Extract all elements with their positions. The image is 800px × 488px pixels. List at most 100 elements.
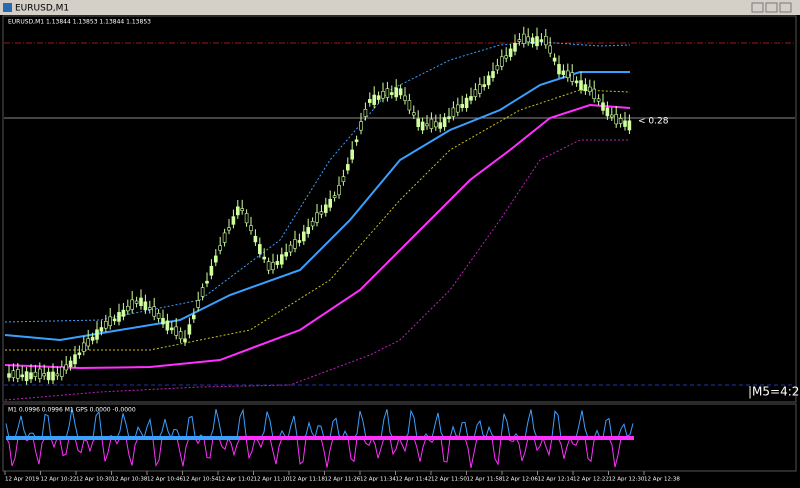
candle-body (11, 370, 16, 378)
time-label: 12 Apr 10:46 (147, 477, 183, 483)
chart-info: EURUSD,M1 1.13844 1.13853 1.13844 1.1385… (8, 19, 151, 26)
candle-body (332, 195, 337, 198)
candle-body (108, 316, 112, 326)
candle-body (367, 99, 372, 103)
time-label: 12 Apr 11:18 (289, 477, 325, 483)
candle-body (420, 121, 425, 131)
candle-body (200, 287, 205, 297)
candle-body (112, 318, 117, 322)
indicator-pane (2, 403, 797, 472)
time-label: 12 Apr 12:38 (644, 477, 680, 483)
candle-body (403, 95, 407, 101)
close-button[interactable] (779, 2, 792, 13)
candle-body (592, 88, 597, 99)
blue-ma (4, 71, 630, 342)
candle-body (174, 326, 178, 336)
candle-body (596, 98, 601, 102)
candle-body (398, 88, 403, 96)
magenta-ma (4, 103, 631, 370)
candle-body (341, 176, 346, 183)
candle-body (284, 252, 289, 257)
candle-body (614, 114, 619, 125)
candle-body (433, 121, 438, 128)
candle-body (601, 102, 605, 111)
candle-body (222, 232, 227, 243)
candle-body (104, 321, 108, 329)
candle-body (143, 301, 148, 311)
candle-body (429, 118, 434, 129)
candle-body (68, 360, 73, 367)
candle-body (345, 164, 350, 171)
time-label: 12 Apr 12:22 (573, 477, 609, 483)
candle-body (288, 244, 293, 253)
candle-body (86, 338, 90, 347)
candle-body (82, 342, 86, 352)
window-title: EURUSD,M1 (15, 4, 69, 14)
candle-body (170, 327, 174, 331)
candle-body (64, 364, 68, 371)
candle-body (214, 255, 218, 263)
candle-body (473, 89, 478, 97)
candle-body (438, 122, 443, 129)
candle-body (447, 116, 451, 120)
minimize-button[interactable] (751, 2, 764, 13)
candle-body (455, 104, 460, 113)
candle-body (55, 373, 60, 377)
candle-body (354, 139, 359, 143)
candle-body (244, 213, 249, 224)
candle-body (218, 245, 222, 251)
candle-body (526, 36, 531, 43)
candle-body (376, 95, 381, 100)
candle-body (618, 118, 623, 124)
time-axis: 12 Apr 2019 12 Apr 10:22 12 Apr 10:30 12 Ap… (4, 471, 680, 483)
magenta-oscillator (5, 436, 633, 468)
candle-body (627, 120, 632, 131)
middle-band (5, 89, 631, 351)
candle-body (148, 307, 152, 310)
candle-body (451, 107, 456, 117)
candle-body (552, 57, 557, 62)
window-buttons[interactable] (751, 2, 792, 13)
candle-body (587, 86, 592, 92)
candle-body (29, 372, 33, 380)
candle-body (407, 100, 412, 111)
candle-body (609, 114, 614, 118)
candle-body (178, 331, 183, 340)
candle-body (279, 254, 284, 265)
candle-body (90, 336, 95, 341)
candle-body (42, 373, 47, 377)
candle-body (350, 149, 355, 160)
candle-body (504, 55, 509, 59)
time-label: 12 Apr 10:38 (112, 477, 148, 483)
candle-body (301, 231, 306, 242)
candle-body (152, 306, 156, 317)
candle-body (517, 39, 522, 42)
candle-body (381, 91, 385, 99)
candle-body (126, 306, 130, 312)
candle-body (319, 211, 324, 215)
candle-body (205, 280, 209, 284)
candle-body (293, 239, 297, 249)
candle-body (59, 366, 64, 377)
candle-body (416, 118, 421, 127)
candle-body (623, 120, 627, 127)
title-bar (0, 0, 800, 15)
candle-body (486, 75, 491, 86)
candle-body (574, 80, 579, 84)
candle-body (249, 225, 253, 232)
window-icon (3, 3, 12, 12)
main-pane (2, 15, 797, 403)
maximize-button[interactable] (765, 2, 778, 13)
candle-body (565, 70, 570, 79)
indicator-lines (5, 408, 634, 468)
candle-body (535, 36, 539, 47)
candle-body (227, 227, 231, 231)
candle-body (139, 297, 143, 307)
candle-body (337, 185, 341, 196)
candle-body (240, 208, 244, 211)
candle-body (359, 121, 363, 131)
timer-label: |M5=4:28 (748, 385, 800, 399)
candle-body (328, 198, 333, 208)
candle-body (187, 324, 192, 335)
candle-body (196, 300, 200, 308)
